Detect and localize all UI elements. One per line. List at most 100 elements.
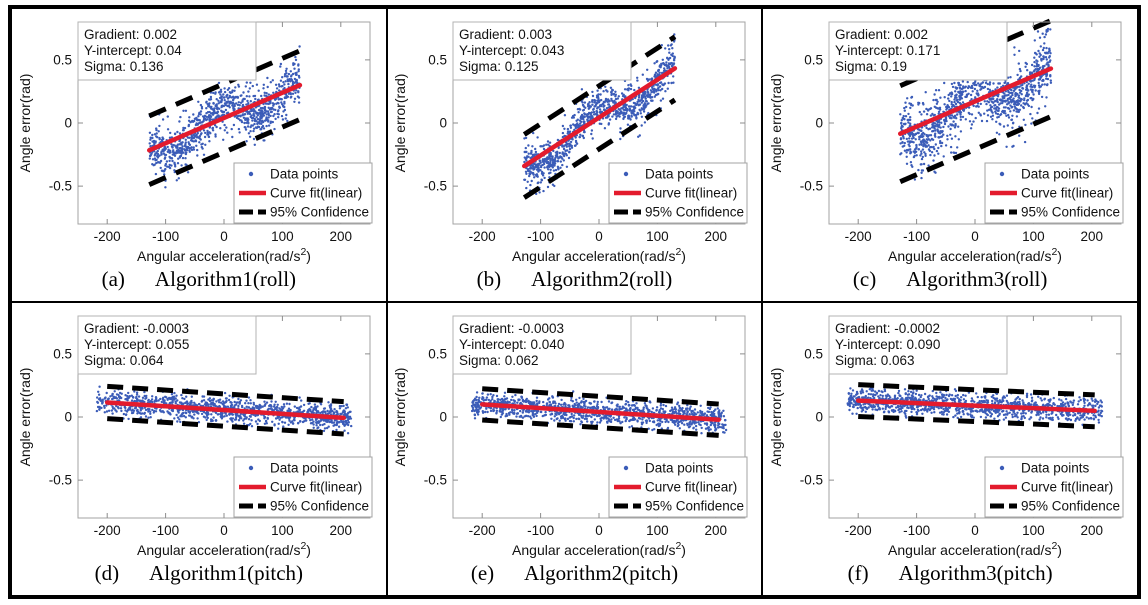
curve-fit-line	[146, 82, 302, 153]
curve-fit-line	[898, 66, 1054, 136]
svg-text:Sigma: 0.064: Sigma: 0.064	[84, 353, 164, 368]
panel-caption-e: (e) Algorithm2(pitch)	[471, 561, 678, 586]
caption-title: Algorithm1(pitch)	[149, 561, 304, 585]
svg-text:0.5: 0.5	[804, 52, 823, 67]
svg-text:Curve fit(linear): Curve fit(linear)	[270, 186, 362, 201]
svg-text:-100: -100	[152, 523, 179, 538]
caption-title: Algorithm3(pitch)	[898, 561, 1053, 585]
x-axis-label: Angular acceleration(rad/s2)	[888, 246, 1062, 264]
confidence-band-lower	[858, 413, 1095, 430]
confidence-band-upper	[482, 386, 720, 407]
svg-text:200: 200	[1081, 229, 1104, 244]
caption-title: Algorithm2(pitch)	[524, 561, 679, 585]
x-axis-label: Angular acceleration(rad/s2)	[888, 540, 1062, 558]
svg-text:0: 0	[816, 116, 824, 131]
y-axis-label: Angle error(rad)	[17, 368, 33, 467]
x-axis-label: Angular acceleration(rad/s2)	[513, 540, 687, 558]
chart-f: -200 -100 0 100 200 -0.500.5 Angular accelerat…	[768, 315, 1124, 558]
y-axis-label: Angle error(rad)	[768, 368, 784, 467]
y-axis-label: Angle error(rad)	[392, 74, 408, 173]
svg-text:100: 100	[271, 523, 294, 538]
svg-text:-100: -100	[528, 229, 555, 244]
y-tick-labels: -0.500.5	[800, 346, 823, 487]
caption-label: (e)	[470, 561, 495, 585]
svg-text:100: 100	[647, 229, 670, 244]
panel-caption-a: (a) Algorithm1(roll)	[102, 267, 296, 292]
svg-text:Gradient: 0.002: Gradient: 0.002	[84, 27, 177, 42]
y-tick-labels: -0.500.5	[49, 52, 72, 193]
svg-text:-200: -200	[845, 229, 872, 244]
panel-caption-c: (c) Algorithm3(roll)	[853, 267, 1047, 292]
x-tick-labels: -200 -100 0 100 200	[469, 523, 727, 538]
svg-text:-0.5: -0.5	[424, 179, 447, 194]
legend-marker-dot	[999, 465, 1005, 471]
svg-text:-100: -100	[903, 229, 930, 244]
svg-text:-0.5: -0.5	[49, 179, 72, 194]
confidence-band-upper	[523, 34, 677, 137]
legend-marker-dot	[999, 171, 1005, 177]
y-tick-labels: -0.5 0 0.5	[424, 52, 447, 193]
curve-fit-line	[480, 402, 722, 422]
svg-text:Y-intercept: 0.043: Y-intercept: 0.043	[459, 43, 564, 58]
caption-label: (b)	[476, 267, 502, 291]
confidence-band-upper	[106, 383, 344, 405]
curve-fit-line	[856, 398, 1098, 414]
x-axis-label: Angular acceleration(rad/s2)	[513, 246, 687, 264]
legend-marker-dot	[624, 465, 629, 471]
confidence-band-lower	[523, 97, 677, 200]
svg-text:95% Confidence: 95% Confidence	[645, 205, 744, 220]
panel-caption-b: (b) Algorithm2(roll)	[477, 267, 673, 292]
panel-caption-d: (d) Algorithm1(pitch)	[95, 561, 303, 586]
svg-text:-200: -200	[469, 229, 496, 244]
y-tick-labels: -0.500.5	[424, 346, 447, 487]
legend-marker-dot	[248, 465, 254, 471]
svg-text:0: 0	[220, 523, 228, 538]
svg-text:Sigma: 0.19: Sigma: 0.19	[835, 59, 907, 74]
caption-title: Algorithm2(roll)	[531, 267, 673, 291]
svg-text:0.5: 0.5	[53, 52, 72, 67]
y-axis-label: Angle error(rad)	[17, 74, 33, 173]
svg-text:Y-intercept: 0.04: Y-intercept: 0.04	[84, 43, 182, 58]
x-tick-labels: -200 -100 0 100 200	[845, 523, 1103, 538]
svg-text:-0.5: -0.5	[800, 179, 823, 194]
svg-text:0.5: 0.5	[429, 52, 448, 67]
svg-text:Curve fit(linear): Curve fit(linear)	[1021, 186, 1113, 201]
caption-label: (d)	[94, 561, 120, 585]
svg-text:0: 0	[64, 410, 72, 425]
svg-text:0: 0	[440, 116, 448, 131]
svg-text:0: 0	[220, 229, 228, 244]
caption-title: Algorithm3(roll)	[906, 267, 1048, 291]
confidence-band-lower	[482, 417, 720, 438]
svg-text:200: 200	[329, 523, 352, 538]
caption-label: (a)	[101, 267, 125, 291]
curve-fit-line	[104, 400, 346, 421]
confidence-band-lower	[106, 416, 344, 437]
x-tick-labels: -200 -100 0 100 200	[94, 523, 352, 538]
svg-text:-200: -200	[94, 229, 121, 244]
svg-text:200: 200	[329, 229, 352, 244]
svg-text:200: 200	[705, 229, 728, 244]
confidence-band-upper	[858, 382, 1095, 398]
svg-text:0: 0	[596, 229, 604, 244]
svg-text:Y-intercept: 0.171: Y-intercept: 0.171	[835, 43, 940, 58]
x-tick-labels: -200 -100 0 100 200	[469, 229, 727, 244]
panel-b: -200 -100 0 100 200 -0.5 0 0.5 Angular accelerat…	[387, 9, 762, 301]
panel-caption-f: (f) Algorithm3(pitch)	[848, 561, 1053, 586]
svg-text:Gradient: -0.0003: Gradient: -0.0003	[84, 321, 189, 336]
panel-c: -200 -100 0 100 200 -0.5 0 0.5 Angular accelerat…	[763, 9, 1137, 301]
caption-label: (f)	[847, 561, 869, 585]
y-tick-labels: -0.500.5	[49, 346, 72, 487]
svg-text:-0.5: -0.5	[49, 473, 72, 488]
svg-text:-100: -100	[152, 229, 179, 244]
